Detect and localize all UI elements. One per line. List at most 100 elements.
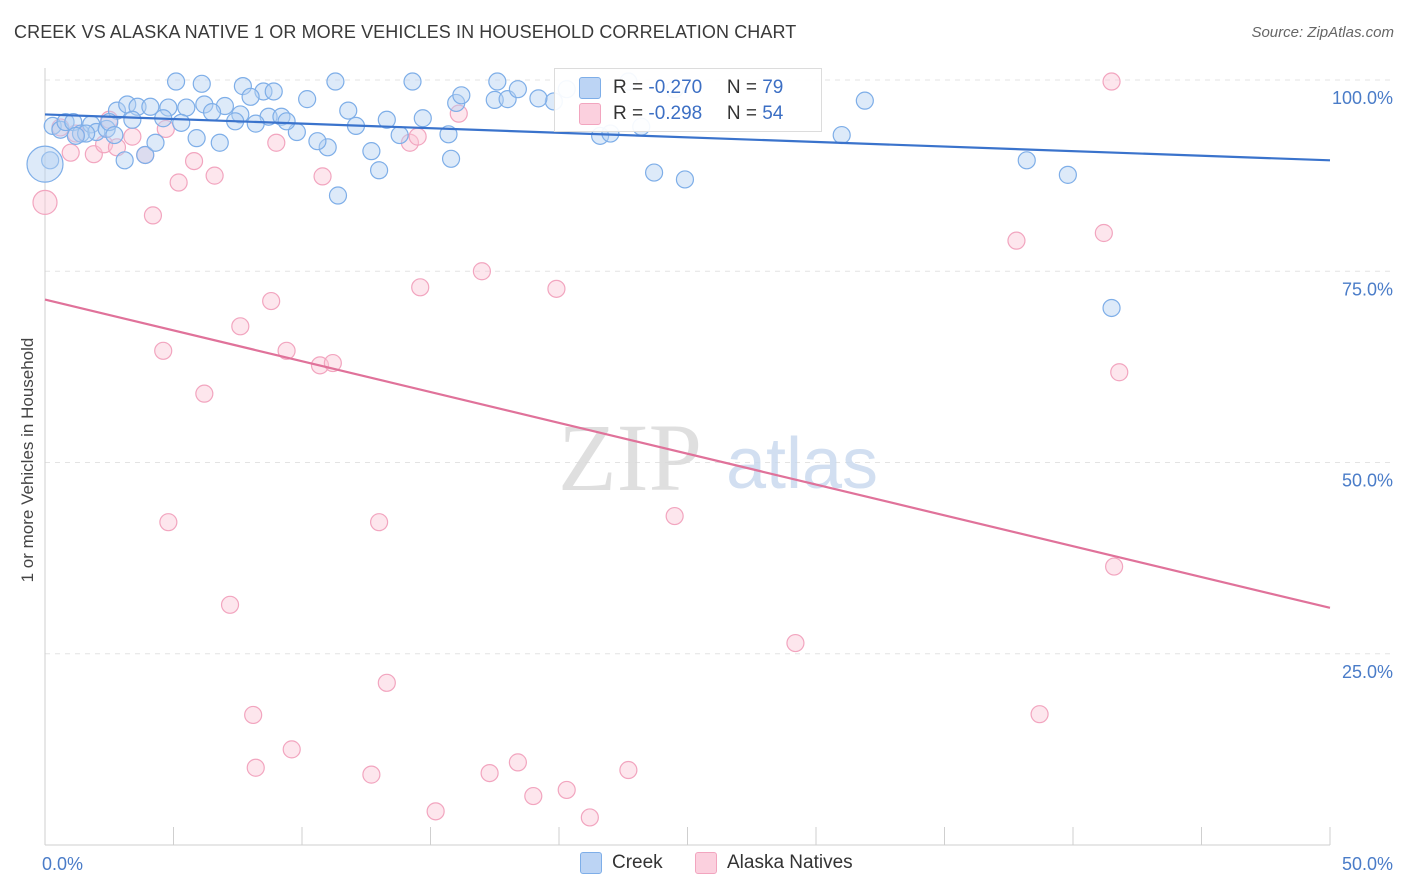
creek-point-47: [318, 138, 337, 157]
creek-point-62: [328, 186, 348, 205]
legend-r-value-alaska: -0.298: [648, 103, 703, 124]
creek-point-49: [390, 125, 409, 145]
alaska-trend-line: [44, 298, 1331, 609]
creek-point-2: [56, 112, 75, 132]
alaska-point-18: [143, 206, 163, 225]
alaska-point-9: [169, 173, 188, 192]
alaska-point-30: [1110, 363, 1129, 382]
alaska-point-47: [619, 760, 638, 780]
creek-point-22: [339, 101, 358, 120]
y-tick-label-3: 100.0%: [1332, 88, 1393, 108]
alaska-point-15: [408, 127, 427, 146]
alaska-point-24: [154, 341, 173, 360]
alaska-point-48: [426, 802, 445, 821]
alaska-point-32: [665, 506, 684, 526]
creek-point-33: [264, 82, 283, 101]
creek-point-48: [362, 142, 381, 161]
legend-r-label-alaska: R =: [613, 103, 649, 124]
alaska-point-20: [262, 291, 281, 311]
alaska-point-26: [411, 278, 430, 297]
alaska-natives-points: [32, 72, 1129, 827]
creek-point-9: [41, 151, 60, 170]
creek-point-34: [326, 72, 345, 91]
creek-point-14: [159, 98, 178, 117]
alaska-point-45: [557, 780, 576, 800]
alaska-point-46: [580, 808, 599, 827]
creek-point-76: [277, 112, 296, 131]
alaska-point-51: [1094, 223, 1113, 243]
creek-point-43: [172, 113, 191, 132]
gridlines: [45, 79, 1390, 655]
creek-point-58: [370, 161, 389, 180]
y-tick-label-1: 50.0%: [1342, 471, 1393, 491]
creek-point-56: [187, 129, 206, 148]
creek-point-74: [66, 126, 85, 145]
watermark: ZIP atlas: [558, 404, 878, 511]
alaska-point-42: [480, 763, 499, 783]
alaska-point-19: [231, 317, 250, 336]
creek-point-54: [146, 133, 165, 152]
creek-point-52: [115, 151, 134, 170]
creek-point-13: [141, 97, 160, 116]
alaska-point-35: [220, 595, 240, 614]
alaska-point-49: [1030, 705, 1049, 724]
legend: R = -0.270 N = 79 R = -0.298 N = 54: [554, 68, 822, 132]
creek-trend-line: [44, 113, 1331, 162]
legend-n-label-creek: N =: [726, 77, 763, 98]
alaska-point-40: [282, 740, 301, 759]
alaska-point-34: [159, 513, 178, 532]
creek-point-16: [195, 95, 214, 114]
creek-point-26: [485, 90, 504, 109]
x-tick-label-1: 50.0%: [1342, 854, 1393, 874]
watermark-atlas: atlas: [726, 424, 878, 504]
alaska-point-38: [244, 705, 263, 725]
creek-point-38: [508, 80, 527, 99]
alaska-point-10: [184, 151, 204, 171]
alaska-point-6: [123, 127, 142, 146]
alaska-point-16: [449, 104, 468, 123]
alaska-point-29: [1007, 231, 1026, 250]
bottom-creek-swatch: [580, 852, 602, 874]
alaska-point-43: [508, 753, 527, 772]
creek-point-35: [403, 72, 422, 91]
alaska-point-25: [195, 384, 214, 403]
alaska-point-33: [370, 513, 389, 532]
creek-point-61: [675, 170, 695, 189]
creek-point-69: [241, 87, 260, 106]
creek-point-67: [855, 91, 874, 110]
alaska-point-13: [313, 167, 332, 186]
creek-point-64: [1017, 151, 1036, 170]
bottom-creek-label: Creek: [612, 852, 663, 873]
alaska-point-39: [246, 758, 265, 777]
alaska-point-31: [1105, 557, 1124, 576]
alaska-point-27: [472, 262, 491, 281]
watermark-zip: ZIP: [558, 404, 702, 511]
y-axis-label: 1 or more Vehicles in Household: [18, 337, 37, 583]
alaska-point-large-0: [32, 189, 58, 215]
legend-n-value-creek: 79: [762, 77, 784, 98]
creek-point-63: [832, 125, 851, 145]
bottom-alaska-label: Alaska Natives: [727, 852, 853, 873]
creek-point-30: [192, 74, 211, 93]
creek-point-37: [488, 72, 507, 91]
bottom-alaska-swatch: [695, 852, 717, 874]
legend-r-label-creek: R =: [613, 77, 649, 98]
trend-lines: [44, 113, 1331, 609]
creek-point-large-0: [26, 145, 64, 183]
creek-point-77: [529, 89, 548, 108]
creek-point-65: [1058, 165, 1077, 184]
creek-point-60: [644, 163, 664, 182]
creek-swatch: [579, 77, 601, 99]
alaska-point-50: [1102, 72, 1121, 91]
alaska-point-12: [267, 133, 286, 152]
creek-point-66: [1102, 298, 1121, 318]
y-tick-label-2: 75.0%: [1342, 279, 1393, 299]
chart-title: CREEK VS ALASKA NATIVE 1 OR MORE VEHICLE…: [14, 22, 797, 42]
creek-point-23: [377, 110, 396, 129]
creek-point-15: [177, 98, 196, 117]
alaska-swatch: [579, 103, 601, 125]
axes: [44, 68, 1331, 846]
y-tick-label-0: 25.0%: [1342, 662, 1393, 682]
tick-labels: 25.0% 50.0% 75.0% 100.0% 0.0% 50.0%: [42, 88, 1393, 874]
